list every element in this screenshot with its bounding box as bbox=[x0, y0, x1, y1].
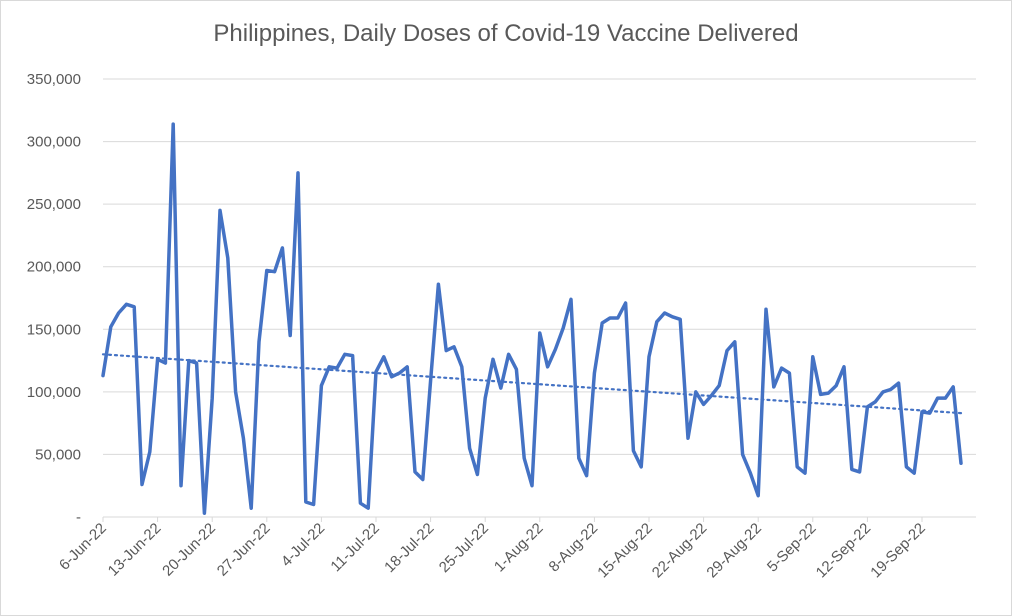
x-tick-label: 25-Jul-22 bbox=[436, 520, 492, 576]
x-tick-label: 18-Jul-22 bbox=[381, 520, 437, 576]
x-tick-label: 8-Aug-22 bbox=[546, 520, 602, 576]
y-tick-label: 100,000 bbox=[27, 384, 81, 401]
x-tick-label: 15-Aug-22 bbox=[594, 520, 656, 582]
x-tick-label: 13-Jun-22 bbox=[105, 520, 165, 580]
y-tick-label: - bbox=[76, 509, 81, 526]
x-axis bbox=[102, 516, 976, 522]
y-tick-label: 300,000 bbox=[27, 134, 81, 151]
y-tick-label: 250,000 bbox=[27, 196, 81, 213]
y-tick-label: 350,000 bbox=[27, 71, 81, 88]
x-tick-label: 29-Aug-22 bbox=[703, 520, 765, 582]
y-tick-label: 50,000 bbox=[35, 446, 81, 463]
series-group bbox=[101, 122, 963, 515]
x-tick-label: 19-Sep-22 bbox=[867, 520, 929, 582]
chart-title: Philippines, Daily Doses of Covid-19 Vac… bbox=[213, 20, 799, 47]
gridlines bbox=[103, 78, 976, 455]
x-tick-label: 6-Jun-22 bbox=[56, 520, 110, 574]
x-tick-label: 5-Sep-22 bbox=[764, 520, 820, 576]
daily-doses-line bbox=[101, 122, 963, 515]
x-tick-label: 20-Jun-22 bbox=[159, 520, 219, 580]
y-axis-ticks: - 50,000 100,000 150,000 200,000 250,000 300,0… bbox=[27, 71, 81, 526]
y-tick-label: 200,000 bbox=[27, 259, 81, 276]
x-tick-label: 22-Aug-22 bbox=[649, 520, 711, 582]
x-tick-label: 4-Jul-22 bbox=[278, 520, 328, 570]
x-tick-label: 12-Sep-22 bbox=[813, 520, 875, 582]
trend-line bbox=[101, 353, 963, 415]
x-tick-label: 11-Jul-22 bbox=[327, 520, 382, 575]
y-tick-label: 150,000 bbox=[27, 321, 81, 338]
x-tick-label: 27-Jun-22 bbox=[214, 520, 274, 580]
x-tick-label: 1-Aug-22 bbox=[491, 520, 547, 576]
